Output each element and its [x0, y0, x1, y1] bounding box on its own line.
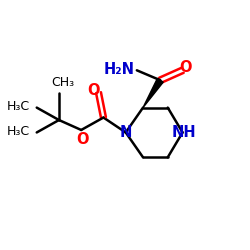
Text: N: N — [120, 125, 132, 140]
Text: O: O — [179, 60, 192, 75]
Text: H₃C: H₃C — [7, 100, 30, 113]
Text: NH: NH — [172, 125, 196, 140]
Polygon shape — [143, 78, 163, 108]
Text: H₂N: H₂N — [104, 62, 135, 76]
Text: O: O — [76, 132, 89, 148]
Text: O: O — [87, 83, 99, 98]
Text: CH₃: CH₃ — [51, 76, 74, 89]
Text: H₃C: H₃C — [7, 125, 30, 138]
